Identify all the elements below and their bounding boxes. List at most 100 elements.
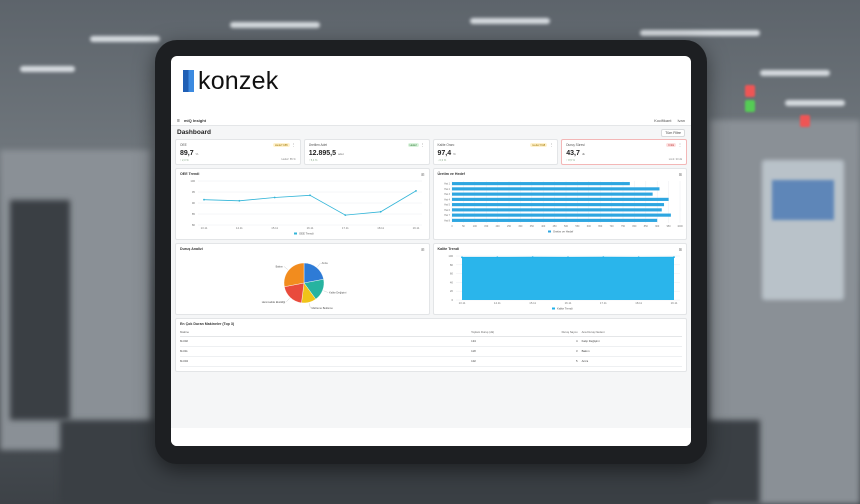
table-title: En Çok Duran Makineler (Top 3) [180, 322, 235, 326]
chart-title: Duruş Analizi [180, 247, 203, 251]
table-cell: 134 [471, 336, 542, 347]
x-tick-label: 900 [655, 225, 660, 228]
quality-trend-card: Kalite Trendi ⊞ 0 20 40 60 80 100 13.11 14.11 15… [432, 243, 687, 315]
kpi-value: 97,4 % [437, 150, 456, 157]
x-tick-label: 300 [518, 225, 523, 228]
y-tick-label: 85 [192, 212, 196, 216]
x-tick-label: 15.11 [271, 226, 278, 230]
chart-menu-icon[interactable]: ⊞ [421, 247, 425, 252]
x-tick-label: 14.11 [493, 301, 500, 305]
kpi-card-oee[interactable]: OEE 89,7 % ↑ 2,3 % Hedef: 85 % Hedef %85… [175, 139, 301, 165]
column-header[interactable]: Ana Duruş Nedeni [581, 329, 682, 337]
chart-menu-icon[interactable]: ⊞ [678, 172, 682, 177]
oee-trend-chart: 80 85 90 95 100 13.11 14.11 15.11 16.11 17.11 18.1… [190, 179, 422, 235]
kpi-badge: Hedef %85 [272, 143, 290, 147]
x-tick-label: 800 [632, 225, 637, 228]
data-point [495, 256, 498, 259]
y-tick-label: Hat 4 [444, 198, 450, 201]
column-header[interactable]: Duruş Sayısı [541, 329, 582, 337]
y-tick-label: 0 [451, 298, 453, 302]
y-tick-label: Hat 7 [444, 214, 450, 217]
leader-line [323, 290, 329, 293]
y-tick-label: 95 [192, 190, 196, 194]
x-tick-label: 19.11 [413, 226, 420, 230]
bar [451, 218, 657, 222]
data-point [566, 256, 569, 259]
leader-line [309, 303, 311, 309]
kpi-menu-icon[interactable]: ⋮ [549, 142, 554, 147]
table-cell: 5 [541, 356, 582, 367]
table-row[interactable]: M-004 102 5 Arıza [180, 356, 682, 367]
org-name[interactable]: Kocifikant [654, 118, 672, 123]
table-row[interactable]: M-011 118 3 Bakım [180, 346, 682, 357]
y-tick-label: 80 [449, 263, 453, 267]
y-tick-label: Hat 3 [444, 193, 450, 196]
y-tick-label: 40 [449, 280, 453, 284]
table-cell: Kalıp Değişimi [581, 336, 682, 347]
kpi-target: Limit: 30 dk [668, 158, 682, 161]
kpi-card-produced[interactable]: Üretilen Adet 12.895,5 adet ↑ 5,4 % Hede… [303, 139, 430, 165]
chart-title: Kalite Trendi [437, 247, 460, 251]
leader-line [283, 266, 288, 270]
hamburger-icon[interactable]: ≡ [177, 117, 180, 124]
x-tick-label: 500 [564, 225, 569, 228]
data-point [238, 199, 241, 202]
kpi-label: Kalite Oranı [437, 143, 455, 147]
legend-label: Kalite Trendi [557, 306, 573, 310]
x-tick-label: 18.11 [377, 226, 384, 230]
kpi-change: ↑ 2,3 % [180, 159, 189, 162]
charts-grid: OEE Trendi ⊞ 80 85 90 95 100 13.11 14.11 15.11 1… [171, 165, 691, 315]
column-header[interactable]: Toplam Duruş (dk) [471, 329, 542, 337]
y-tick-label: 100 [190, 179, 195, 183]
table-cell: Bakım [581, 346, 682, 357]
kpi-value: 12.895,5 adet [308, 150, 344, 157]
area-fill [461, 257, 674, 300]
x-tick-label: 17.11 [342, 226, 349, 230]
kpi-label: OEE [180, 143, 187, 147]
table-row[interactable]: M-002 134 4 Kalıp Değişimi [180, 336, 682, 347]
x-tick-label: 1000 [677, 225, 683, 228]
kpi-menu-icon[interactable]: ⋮ [291, 142, 296, 147]
y-tick-label: Hat 5 [444, 204, 450, 207]
y-tick-label: 20 [449, 289, 453, 293]
dashboard-app: ≡ miQ Insight Kocifikant Ivan Dashboard … [171, 116, 691, 428]
legend-label: OEE Trendi [299, 231, 314, 235]
chart-title: OEE Trendi [180, 172, 200, 176]
data-point [637, 256, 640, 259]
x-tick-label: 250 [507, 225, 512, 228]
filter-button[interactable]: Tüm Filtre [661, 128, 685, 137]
kpi-card-quality[interactable]: Kalite Oranı 97,4 % ↓ 0,3 % Hedef %98 ⋮ [432, 139, 559, 165]
table-cell: 118 [471, 346, 542, 357]
table-cell: 3 [541, 346, 582, 357]
x-tick-label: 650 [598, 225, 603, 228]
kpi-menu-icon[interactable]: ⋮ [420, 142, 425, 147]
production-target-card: Üretim ve Hedef ⊞ 0 50 100 150 200 250 300 350 4… [432, 168, 687, 240]
user-name[interactable]: Ivan [677, 118, 685, 123]
slice-label: Arıza [322, 261, 329, 265]
x-tick-label: 400 [541, 225, 546, 228]
page-title: Dashboard [177, 129, 211, 136]
x-tick-label: 700 [609, 225, 614, 228]
x-tick-label: 150 [484, 225, 489, 228]
x-tick-label: 200 [495, 225, 500, 228]
kpi-row: OEE 89,7 % ↑ 2,3 % Hedef: 85 % Hedef %85… [171, 139, 691, 165]
production-target-chart: 0 50 100 150 200 250 300 350 400 450 500 550 600 650 7… [444, 181, 683, 233]
kpi-menu-icon[interactable]: ⋮ [678, 142, 682, 147]
kpi-value: 89,7 % [180, 150, 199, 157]
chart-menu-icon[interactable]: ⊞ [421, 172, 425, 177]
konzek-logo-icon [183, 70, 194, 92]
x-tick-label: 450 [552, 225, 557, 228]
x-tick-label: 16.11 [307, 226, 314, 230]
legend-swatch [547, 230, 551, 233]
chart-menu-icon[interactable]: ⊞ [678, 247, 682, 252]
column-header[interactable]: Makine [180, 329, 472, 337]
x-tick-label: 0 [451, 225, 453, 228]
kpi-card-downtime[interactable]: Duruş Süresi 43,7 dk ↑ 8,5 % Limit: 30 d… [561, 139, 687, 165]
data-point [460, 256, 463, 259]
slice-label: Kalite Değişimi [329, 291, 347, 295]
chart-title: Üretim ve Hedef [437, 172, 465, 176]
data-point [531, 256, 534, 258]
data-point [601, 256, 604, 258]
data-point [379, 210, 382, 213]
bar [451, 182, 630, 186]
